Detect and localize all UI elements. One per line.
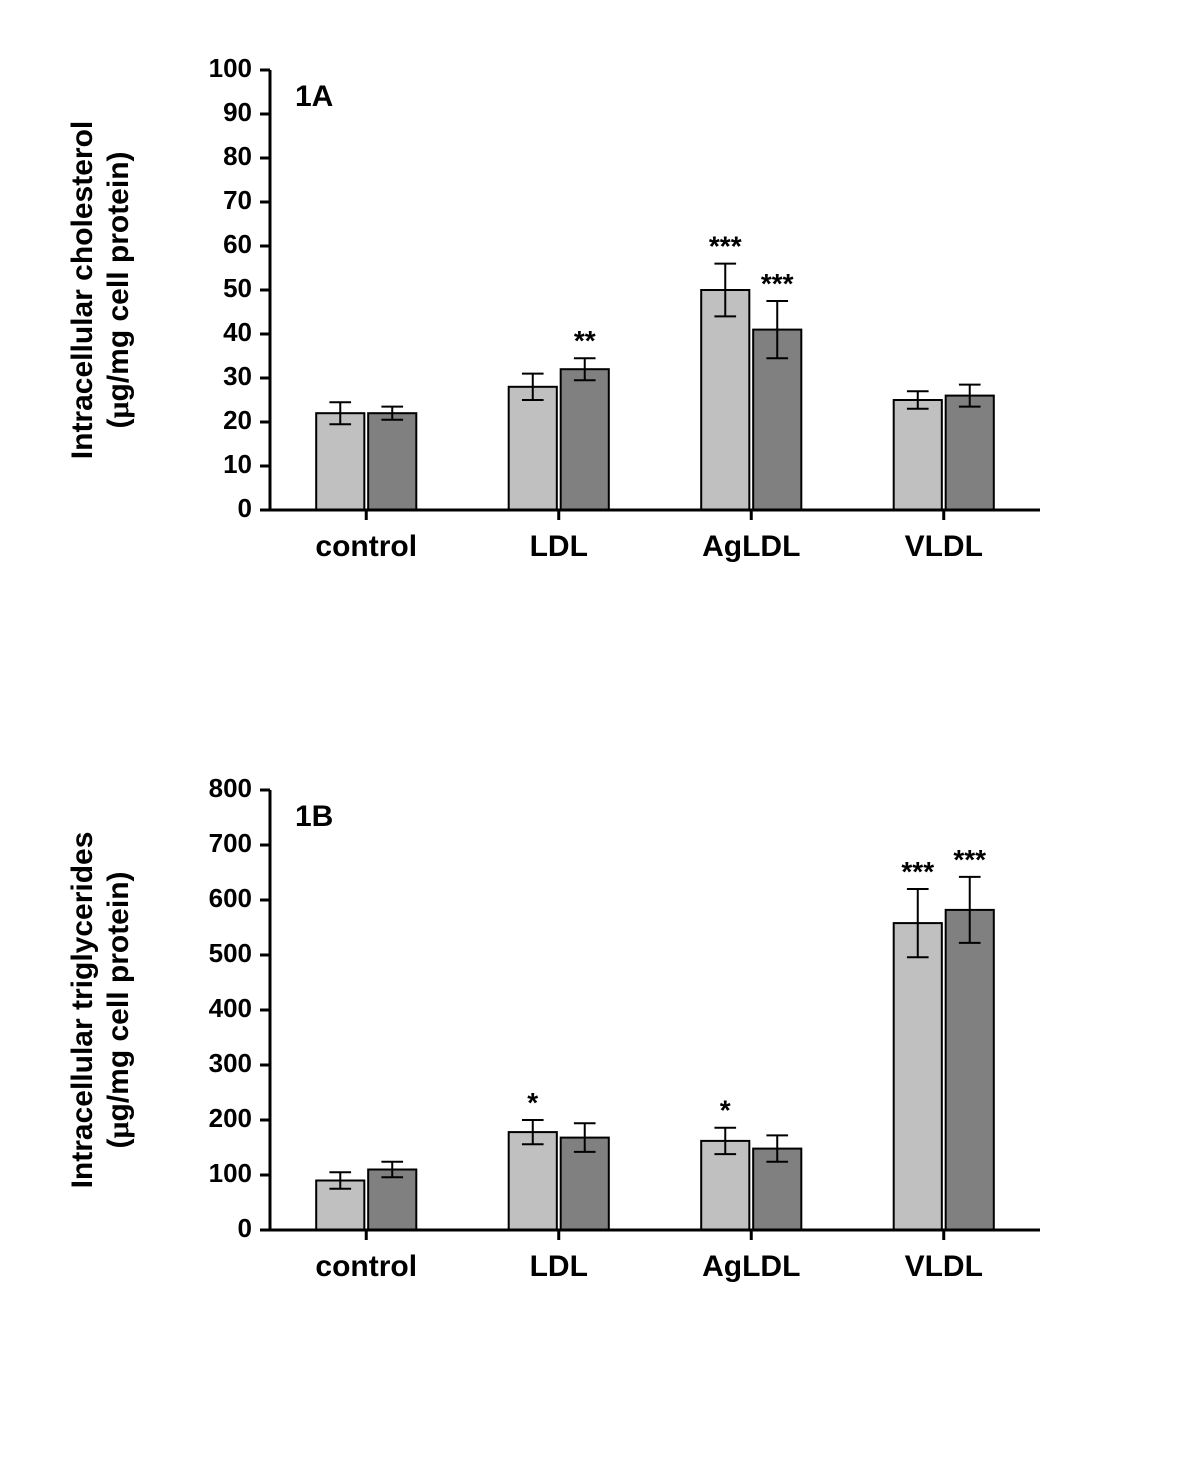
y-tick-label: 400 <box>209 993 252 1023</box>
bar <box>509 387 557 510</box>
y-axis-title-line2: (μg/mg cell protein) <box>102 151 135 428</box>
y-tick-label: 200 <box>209 1103 252 1133</box>
y-axis-title: Intracellular triglycerides(μg/mg cell p… <box>70 832 135 1189</box>
significance-marker: * <box>527 1087 538 1118</box>
y-tick-label: 10 <box>223 449 252 479</box>
bar <box>946 396 994 510</box>
y-tick-label: 30 <box>223 361 252 391</box>
y-tick-label: 0 <box>238 493 252 523</box>
y-tick-label: 100 <box>209 53 252 83</box>
x-category-label: VLDL <box>905 1250 983 1283</box>
y-axis-title: Intracellular cholesterol(μg/mg cell pro… <box>70 121 135 459</box>
x-category-label: control <box>315 1250 417 1283</box>
page: 0102030405060708090100control**LDL******… <box>0 0 1200 1465</box>
significance-marker: *** <box>709 231 742 262</box>
x-category-label: control <box>315 530 417 563</box>
y-tick-label: 60 <box>223 229 252 259</box>
y-tick-label: 70 <box>223 185 252 215</box>
bar <box>368 1170 416 1231</box>
y-tick-label: 500 <box>209 938 252 968</box>
x-category-label: AgLDL <box>702 1250 800 1283</box>
y-tick-label: 40 <box>223 317 252 347</box>
bar <box>316 413 364 510</box>
y-tick-label: 700 <box>209 828 252 858</box>
y-tick-label: 90 <box>223 97 252 127</box>
y-tick-label: 0 <box>238 1213 252 1243</box>
bar <box>946 910 994 1230</box>
y-tick-label: 80 <box>223 141 252 171</box>
chart-triglycerides-svg: 0 100 200 300 400 500 600 700 800 control * LDL * AgL… <box>70 760 1070 1320</box>
significance-marker: * <box>720 1095 731 1126</box>
y-tick-label: 20 <box>223 405 252 435</box>
x-category-label: VLDL <box>905 530 983 563</box>
bar <box>509 1132 557 1230</box>
chart-cholesterol: 0 10 20 30 40 50 60 70 80 90 100 control ** LDL *** ***… <box>70 40 1070 600</box>
y-tick-label: 50 <box>223 273 252 303</box>
x-category-label: LDL <box>530 530 588 563</box>
y-tick-label: 100 <box>209 1158 252 1188</box>
chart-triglycerides: 0 100 200 300 400 500 600 700 800 control * LDL * AgL… <box>70 760 1070 1320</box>
significance-marker: *** <box>901 856 934 887</box>
significance-marker: *** <box>761 268 794 299</box>
y-axis-title-line1: Intracellular triglycerides <box>70 832 99 1189</box>
panel-label: 1A <box>295 80 333 113</box>
bar <box>894 923 942 1230</box>
significance-marker: ** <box>574 325 596 356</box>
bar <box>701 290 749 510</box>
bar <box>368 413 416 510</box>
x-category-label: LDL <box>530 1250 588 1283</box>
panel-label: 1B <box>295 800 333 833</box>
y-axis-title-line1: Intracellular cholesterol <box>70 121 99 459</box>
chart-cholesterol-svg: 0 10 20 30 40 50 60 70 80 90 100 control ** LDL *** ***… <box>70 40 1070 600</box>
significance-marker: *** <box>953 844 986 875</box>
y-axis-title-line2: (μg/mg cell protein) <box>102 871 135 1148</box>
x-category-label: AgLDL <box>702 530 800 563</box>
y-tick-label: 600 <box>209 883 252 913</box>
bar <box>561 369 609 510</box>
y-tick-label: 300 <box>209 1048 252 1078</box>
bar <box>894 400 942 510</box>
y-tick-label: 800 <box>209 773 252 803</box>
